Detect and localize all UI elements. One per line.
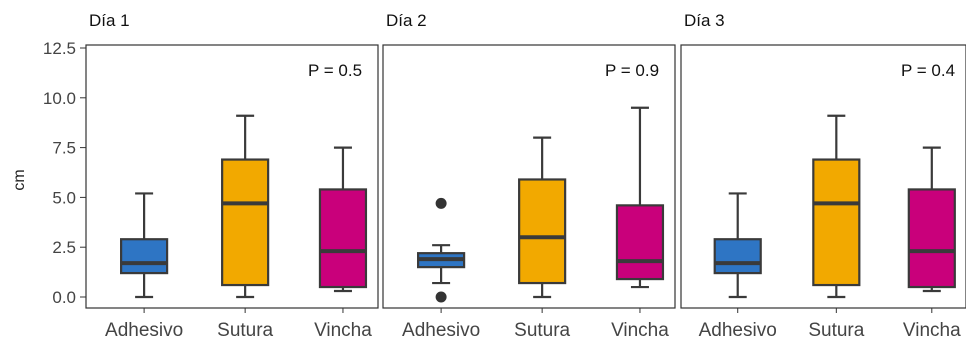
x-tick-label: Adhesivo [402,320,480,341]
y-tick-label: 10.0 [43,89,76,108]
box-vincha [615,204,665,281]
box-sutura [221,158,270,287]
box-sutura [518,178,567,285]
x-tick-label: Adhesivo [105,320,183,341]
p-value-annotation: P = 0.9 [605,61,659,80]
box-vincha [318,188,368,289]
box-adhesivo [120,238,169,275]
panel-title: Día 1 [89,11,130,30]
box-sutura [812,158,861,287]
x-tick-label: Adhesivo [699,320,777,341]
outlier-point [435,291,447,303]
y-axis-label: cm [11,169,28,190]
y-tick-label: 7.5 [52,139,76,158]
p-value-annotation: P = 0.4 [901,61,955,80]
y-tick-label: 0.0 [52,288,76,307]
x-tick-label: Vincha [314,320,372,341]
y-tick-label: 5.0 [52,188,76,207]
y-tick-label: 12.5 [43,39,76,58]
box-adhesivo [713,238,762,275]
panel-title: Día 2 [386,11,427,30]
outlier-point [435,197,447,209]
x-tick-label: Sutura [514,320,570,341]
panel-frame [680,44,966,309]
panel-title: Día 3 [684,11,725,30]
x-tick-label: Vincha [611,320,669,341]
x-tick-label: Vincha [903,320,961,341]
panel-frame [382,44,676,309]
y-tick-label: 2.5 [52,238,76,257]
x-tick-label: Sutura [217,320,273,341]
p-value-annotation: P = 0.5 [308,61,362,80]
x-tick-label: Sutura [808,320,864,341]
box-vincha [907,188,956,289]
panel-frame [85,44,379,309]
